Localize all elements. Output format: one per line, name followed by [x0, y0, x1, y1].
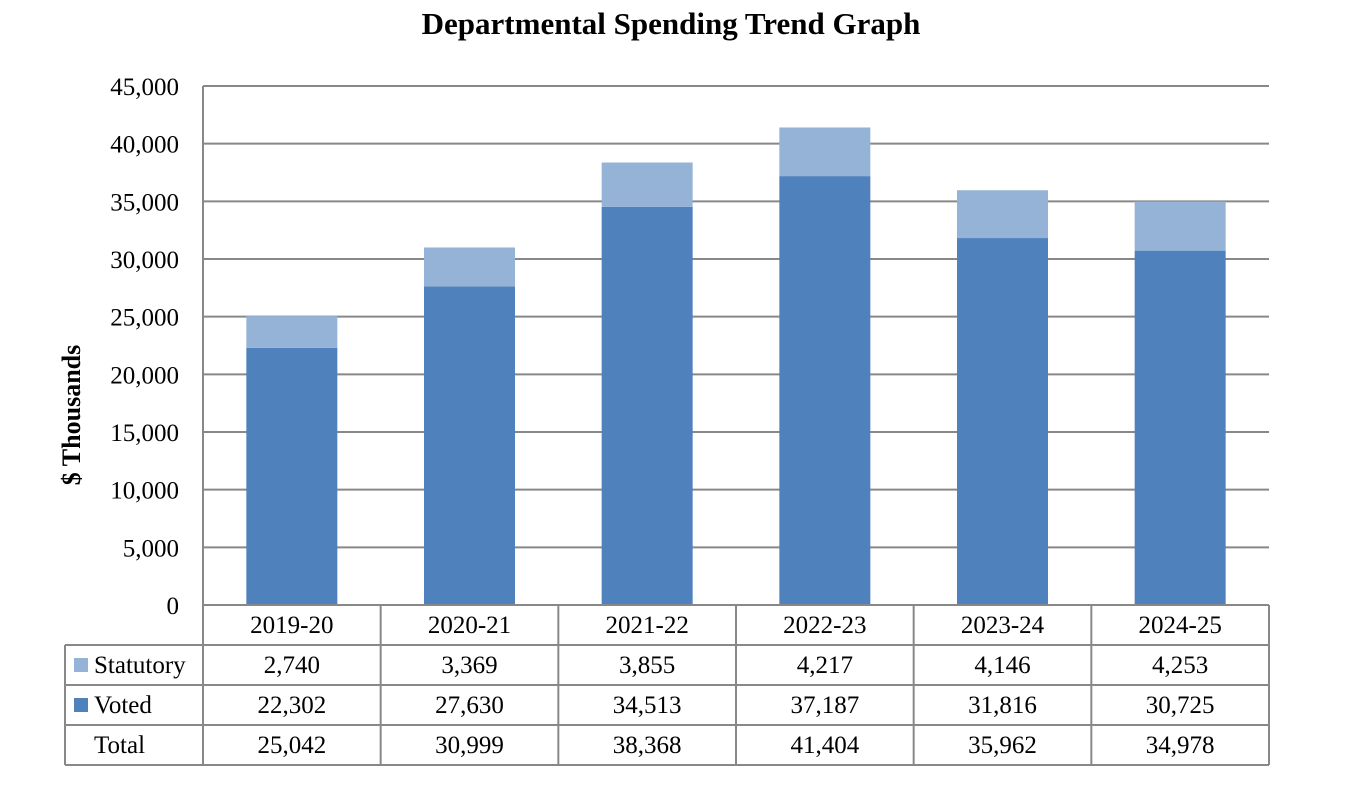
bar-statutory-2023-24 [957, 190, 1048, 239]
data-label-voted: 31,816 [968, 692, 1037, 719]
y-tick-label: 30,000 [110, 247, 179, 274]
data-label-statutory: 4,217 [797, 652, 853, 679]
data-label-statutory: 3,369 [441, 652, 497, 679]
y-tick-labels: 0 5,000 10,000 15,000 20,000 25,000 30,000 35,0… [110, 74, 179, 620]
bar-voted-2019-20 [246, 347, 338, 605]
bar-statutory-2020-21 [424, 247, 515, 287]
y-tick-label: 5,000 [123, 535, 179, 562]
grid-lines [202, 85, 1269, 605]
x-tick-label: 2019-20 [250, 612, 333, 639]
bar-voted-2020-21 [424, 286, 515, 605]
data-label-voted: 34,513 [613, 692, 682, 719]
bar-voted-2022-23 [779, 176, 871, 606]
legend-swatch-statutory [74, 658, 88, 672]
y-tick-label: 35,000 [110, 189, 179, 216]
chart-title: Departmental Spending Trend Graph [422, 6, 921, 41]
bar-statutory-2022-23 [779, 127, 871, 177]
data-label-voted: 30,725 [1146, 692, 1215, 719]
data-label-total: 25,042 [257, 732, 326, 759]
y-tick-label: 40,000 [110, 132, 179, 159]
data-label-voted: 37,187 [790, 692, 859, 719]
x-tick-label: 2023-24 [961, 612, 1045, 639]
data-label-total: 30,999 [435, 732, 504, 759]
data-label-statutory: 3,855 [619, 652, 675, 679]
legend-swatch-voted [74, 698, 88, 712]
data-table: 2019-20 2020-21 2021-22 2022-23 2023-24 2024-… [64, 604, 1270, 766]
y-axis-title: $ Thousands [57, 345, 86, 485]
bar-voted-2023-24 [957, 238, 1048, 605]
data-label-statutory: 2,740 [264, 652, 320, 679]
x-tick-label: 2024-25 [1139, 612, 1222, 639]
legend-label-statutory: Statutory [94, 652, 186, 679]
data-label-voted: 27,630 [435, 692, 504, 719]
bars [246, 127, 1226, 606]
x-tick-label: 2022-23 [783, 612, 866, 639]
y-tick-label: 0 [167, 593, 180, 620]
y-tick-label: 25,000 [110, 305, 179, 332]
bar-statutory-2021-22 [601, 162, 693, 207]
legend-label-voted: Voted [94, 692, 152, 719]
bar-voted-2021-22 [601, 206, 693, 605]
data-label-statutory: 4,146 [974, 652, 1030, 679]
y-tick-label: 15,000 [110, 420, 179, 447]
x-tick-label: 2021-22 [606, 612, 689, 639]
data-label-statutory: 4,253 [1152, 652, 1208, 679]
data-label-voted: 22,302 [257, 692, 326, 719]
y-tick-label: 45,000 [110, 74, 179, 101]
y-tick-label: 10,000 [110, 478, 179, 505]
legend-label-total: Total [94, 732, 145, 759]
bar-statutory-2024-25 [1134, 201, 1226, 251]
data-label-total: 38,368 [613, 732, 682, 759]
data-label-total: 35,962 [968, 732, 1037, 759]
data-label-total: 41,404 [790, 732, 859, 759]
y-tick-label: 20,000 [110, 362, 179, 389]
bar-voted-2024-25 [1134, 250, 1226, 605]
bar-statutory-2019-20 [246, 316, 338, 348]
x-tick-label: 2020-21 [428, 612, 511, 639]
data-label-total: 34,978 [1146, 732, 1215, 759]
